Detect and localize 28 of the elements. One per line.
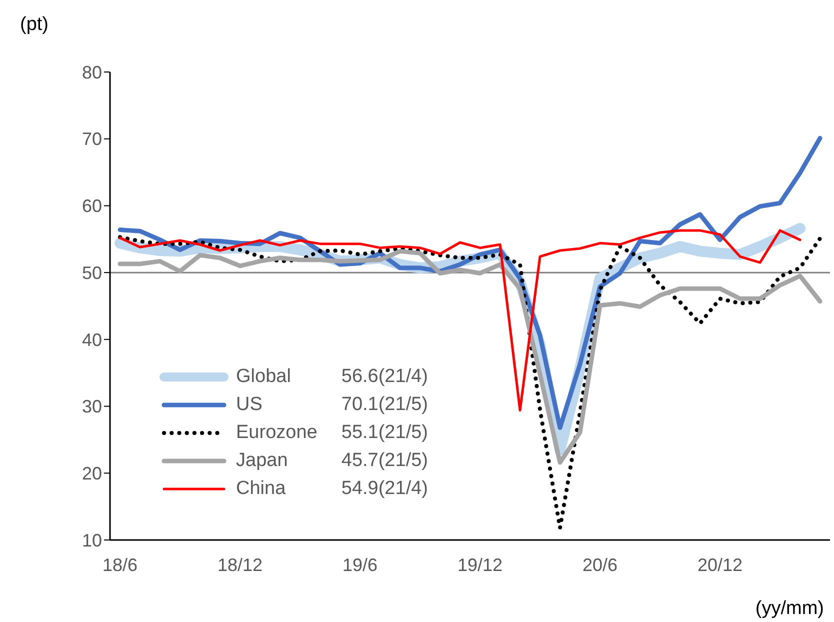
y-tick-label: 10 xyxy=(82,530,102,550)
x-tick-label: 20/6 xyxy=(582,554,618,575)
x-tick-label: 18/6 xyxy=(102,554,138,575)
y-axis-title: (pt) xyxy=(20,14,48,36)
legend-label: Japan xyxy=(236,450,289,472)
x-tick-label: 19/12 xyxy=(457,554,503,575)
annotation: 56.6(21/4) xyxy=(340,366,428,388)
x-tick-label: 20/12 xyxy=(697,554,743,575)
annotation: 45.7(21/5) xyxy=(340,450,428,472)
y-tick-label: 70 xyxy=(82,129,102,150)
legend-label: US xyxy=(236,394,264,416)
y-tick-label: 50 xyxy=(82,262,102,283)
y-tick-label: 80 xyxy=(82,62,102,82)
y-tick-label: 20 xyxy=(82,464,102,484)
annotation: 55.1(21/5) xyxy=(340,422,428,444)
annotation: 54.9(21/4) xyxy=(340,478,428,500)
y-tick-label: 30 xyxy=(82,396,102,417)
legend-label: Global xyxy=(236,366,292,388)
annotation: 70.1(21/5) xyxy=(340,394,428,416)
line-series xyxy=(118,229,802,412)
y-tick-label: 60 xyxy=(82,196,102,216)
y-tick-label: 40 xyxy=(82,330,102,350)
legend-label: China xyxy=(236,478,287,500)
x-axis-title: (yy/mm) xyxy=(755,598,824,619)
legend-label: Eurozone xyxy=(236,422,318,444)
line-series xyxy=(118,235,822,530)
x-tick-label: 19/6 xyxy=(342,554,378,575)
x-tick-label: 18/12 xyxy=(217,554,263,575)
